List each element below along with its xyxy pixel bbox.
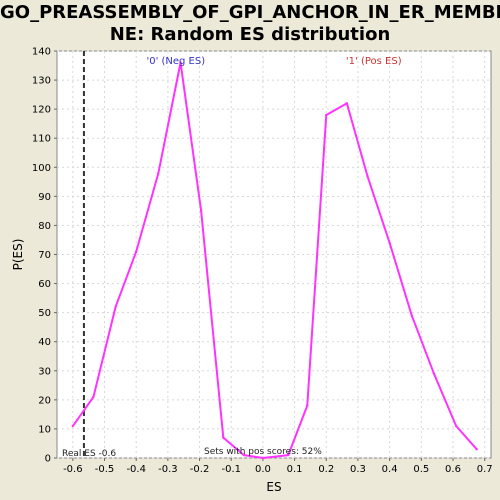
y-tick-label: 40 bbox=[38, 337, 51, 348]
x-tick-label: 0.7 bbox=[477, 464, 493, 475]
es-data-point bbox=[134, 250, 138, 253]
es-data-point bbox=[454, 424, 458, 428]
x-tick-label: 0.6 bbox=[445, 464, 461, 475]
chart-title-line-1: GO_PREASSEMBLY_OF_GPI_ANCHOR_IN_ER_MEMBR… bbox=[0, 2, 500, 23]
es-data-point bbox=[388, 241, 391, 245]
pos-es-label: '1' (Pos ES) bbox=[346, 56, 402, 67]
es-data-point bbox=[306, 404, 309, 407]
x-tick-label: 0.0 bbox=[255, 464, 271, 475]
y-tick-label: 60 bbox=[38, 279, 51, 290]
es-data-point bbox=[71, 424, 75, 428]
y-tick-label: 10 bbox=[38, 424, 51, 435]
y-tick-label: 0 bbox=[45, 454, 51, 465]
y-tick-label: 70 bbox=[38, 250, 51, 261]
es-data-point bbox=[242, 453, 246, 457]
x-tick-label: 0.5 bbox=[413, 464, 429, 475]
es-data-point bbox=[92, 395, 95, 399]
es-data-point bbox=[287, 453, 290, 457]
y-tick-label: 140 bbox=[32, 47, 51, 58]
y-tick-label: 100 bbox=[32, 163, 51, 174]
x-tick-label: 0.1 bbox=[287, 464, 303, 475]
es-data-point bbox=[432, 372, 436, 375]
es-data-point bbox=[199, 209, 203, 213]
es-data-point bbox=[157, 171, 160, 175]
es-data-point bbox=[261, 456, 265, 460]
x-tick-label: -0.4 bbox=[126, 464, 146, 475]
es-data-point bbox=[179, 61, 182, 64]
x-tick-label: 0.2 bbox=[318, 464, 334, 475]
x-tick-label: -0.3 bbox=[158, 464, 178, 475]
es-distribution-line bbox=[72, 61, 478, 459]
chart-title-line-2: NE: Random ES distribution bbox=[109, 24, 391, 45]
x-tick-label: -0.2 bbox=[190, 464, 210, 475]
x-tick-label: 0.4 bbox=[382, 464, 398, 475]
es-data-point bbox=[114, 305, 117, 309]
es-data-point bbox=[325, 113, 328, 117]
x-axis-title: ES bbox=[266, 480, 281, 494]
es-data-point bbox=[222, 436, 225, 439]
es-data-point bbox=[366, 174, 369, 178]
y-tick-label: 120 bbox=[32, 105, 51, 116]
es-data-point bbox=[475, 448, 478, 451]
y-tick-label: 110 bbox=[32, 134, 51, 145]
x-tick-label: -0.6 bbox=[63, 464, 83, 475]
y-tick-label: 50 bbox=[38, 308, 51, 319]
y-tick-label: 90 bbox=[38, 192, 51, 203]
y-tick-label: 80 bbox=[38, 221, 51, 232]
sets-pos-scores-label: Sets with pos scores: 52% bbox=[204, 447, 322, 457]
y-tick-label: 20 bbox=[38, 395, 51, 406]
y-axis-title: P(ES) bbox=[11, 239, 25, 271]
neg-es-label: '0' (Neg ES) bbox=[146, 56, 205, 67]
x-tick-label: 0.3 bbox=[350, 464, 366, 475]
es-data-point bbox=[410, 314, 414, 317]
x-tick-label: -0.5 bbox=[95, 464, 115, 475]
es-data-point bbox=[345, 102, 349, 105]
x-tick-label: -0.1 bbox=[221, 464, 241, 475]
real-es-label: Real ES -0.6 bbox=[62, 449, 116, 459]
y-tick-label: 130 bbox=[32, 76, 51, 87]
y-tick-label: 30 bbox=[38, 366, 51, 377]
